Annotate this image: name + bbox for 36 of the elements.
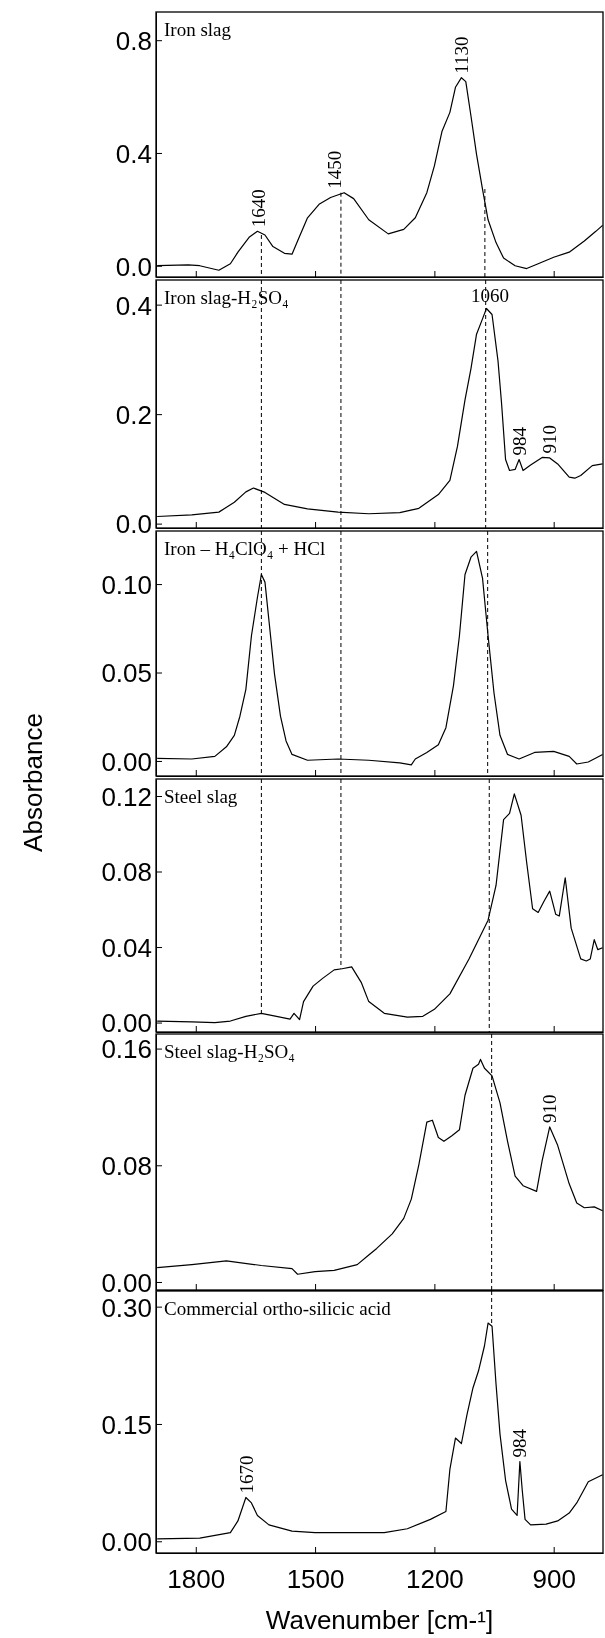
y-tick-label: 0.00 — [101, 746, 152, 777]
annotation: 910 — [538, 424, 560, 454]
chart-title: Steel slag-H₂SO₄ — [164, 1041, 295, 1062]
x-tick-label: 1200 — [405, 1564, 464, 1595]
y-tick-label: 0.08 — [101, 1151, 152, 1182]
annotation: 910 — [538, 1094, 560, 1123]
annotation: 984 — [509, 426, 531, 456]
annotation: 984 — [509, 1428, 531, 1458]
chart-title: Iron slag — [164, 19, 232, 40]
y-tick-label: 0.08 — [101, 857, 152, 888]
annotation: 1450 — [323, 150, 345, 189]
annotation: 1130 — [451, 36, 473, 74]
chart-title: Steel slag — [164, 786, 238, 807]
y-tick-label: 0.4 — [115, 290, 152, 321]
y-tick-label: 0.10 — [101, 569, 152, 600]
annotation: 1640 — [248, 189, 270, 228]
y-tick-label: 0.00 — [101, 1527, 152, 1558]
chart-title: Iron slag-H₂SO₄ — [164, 287, 289, 308]
annotation: 1060 — [471, 285, 510, 307]
x-tick-label: 900 — [532, 1564, 576, 1595]
x-tick-label: 1500 — [286, 1564, 345, 1595]
y-tick-label: 0.8 — [115, 26, 152, 57]
y-tick-label: 0.05 — [101, 658, 152, 689]
x-axis-title: Wavenumber [cm-¹] — [265, 1605, 494, 1635]
y-tick-label: 0.4 — [115, 138, 152, 169]
y-tick-label: 0.0 — [115, 509, 152, 540]
y-tick-label: 0.12 — [101, 781, 152, 812]
y-tick-label: 0.04 — [101, 932, 152, 963]
y-tick-label: 0.2 — [115, 399, 152, 430]
y-axis-title: Absorbance — [18, 713, 48, 852]
x-tick-label: 1800 — [167, 1564, 226, 1595]
y-tick-label: 0.0 — [115, 251, 152, 282]
chart-title: Iron – H₄ClO₄ + HCl — [164, 538, 326, 559]
chart-title: Commercial ortho-silicic acid — [164, 1298, 392, 1319]
annotation: 1670 — [236, 1455, 258, 1494]
y-tick-label: 0.15 — [101, 1409, 152, 1440]
